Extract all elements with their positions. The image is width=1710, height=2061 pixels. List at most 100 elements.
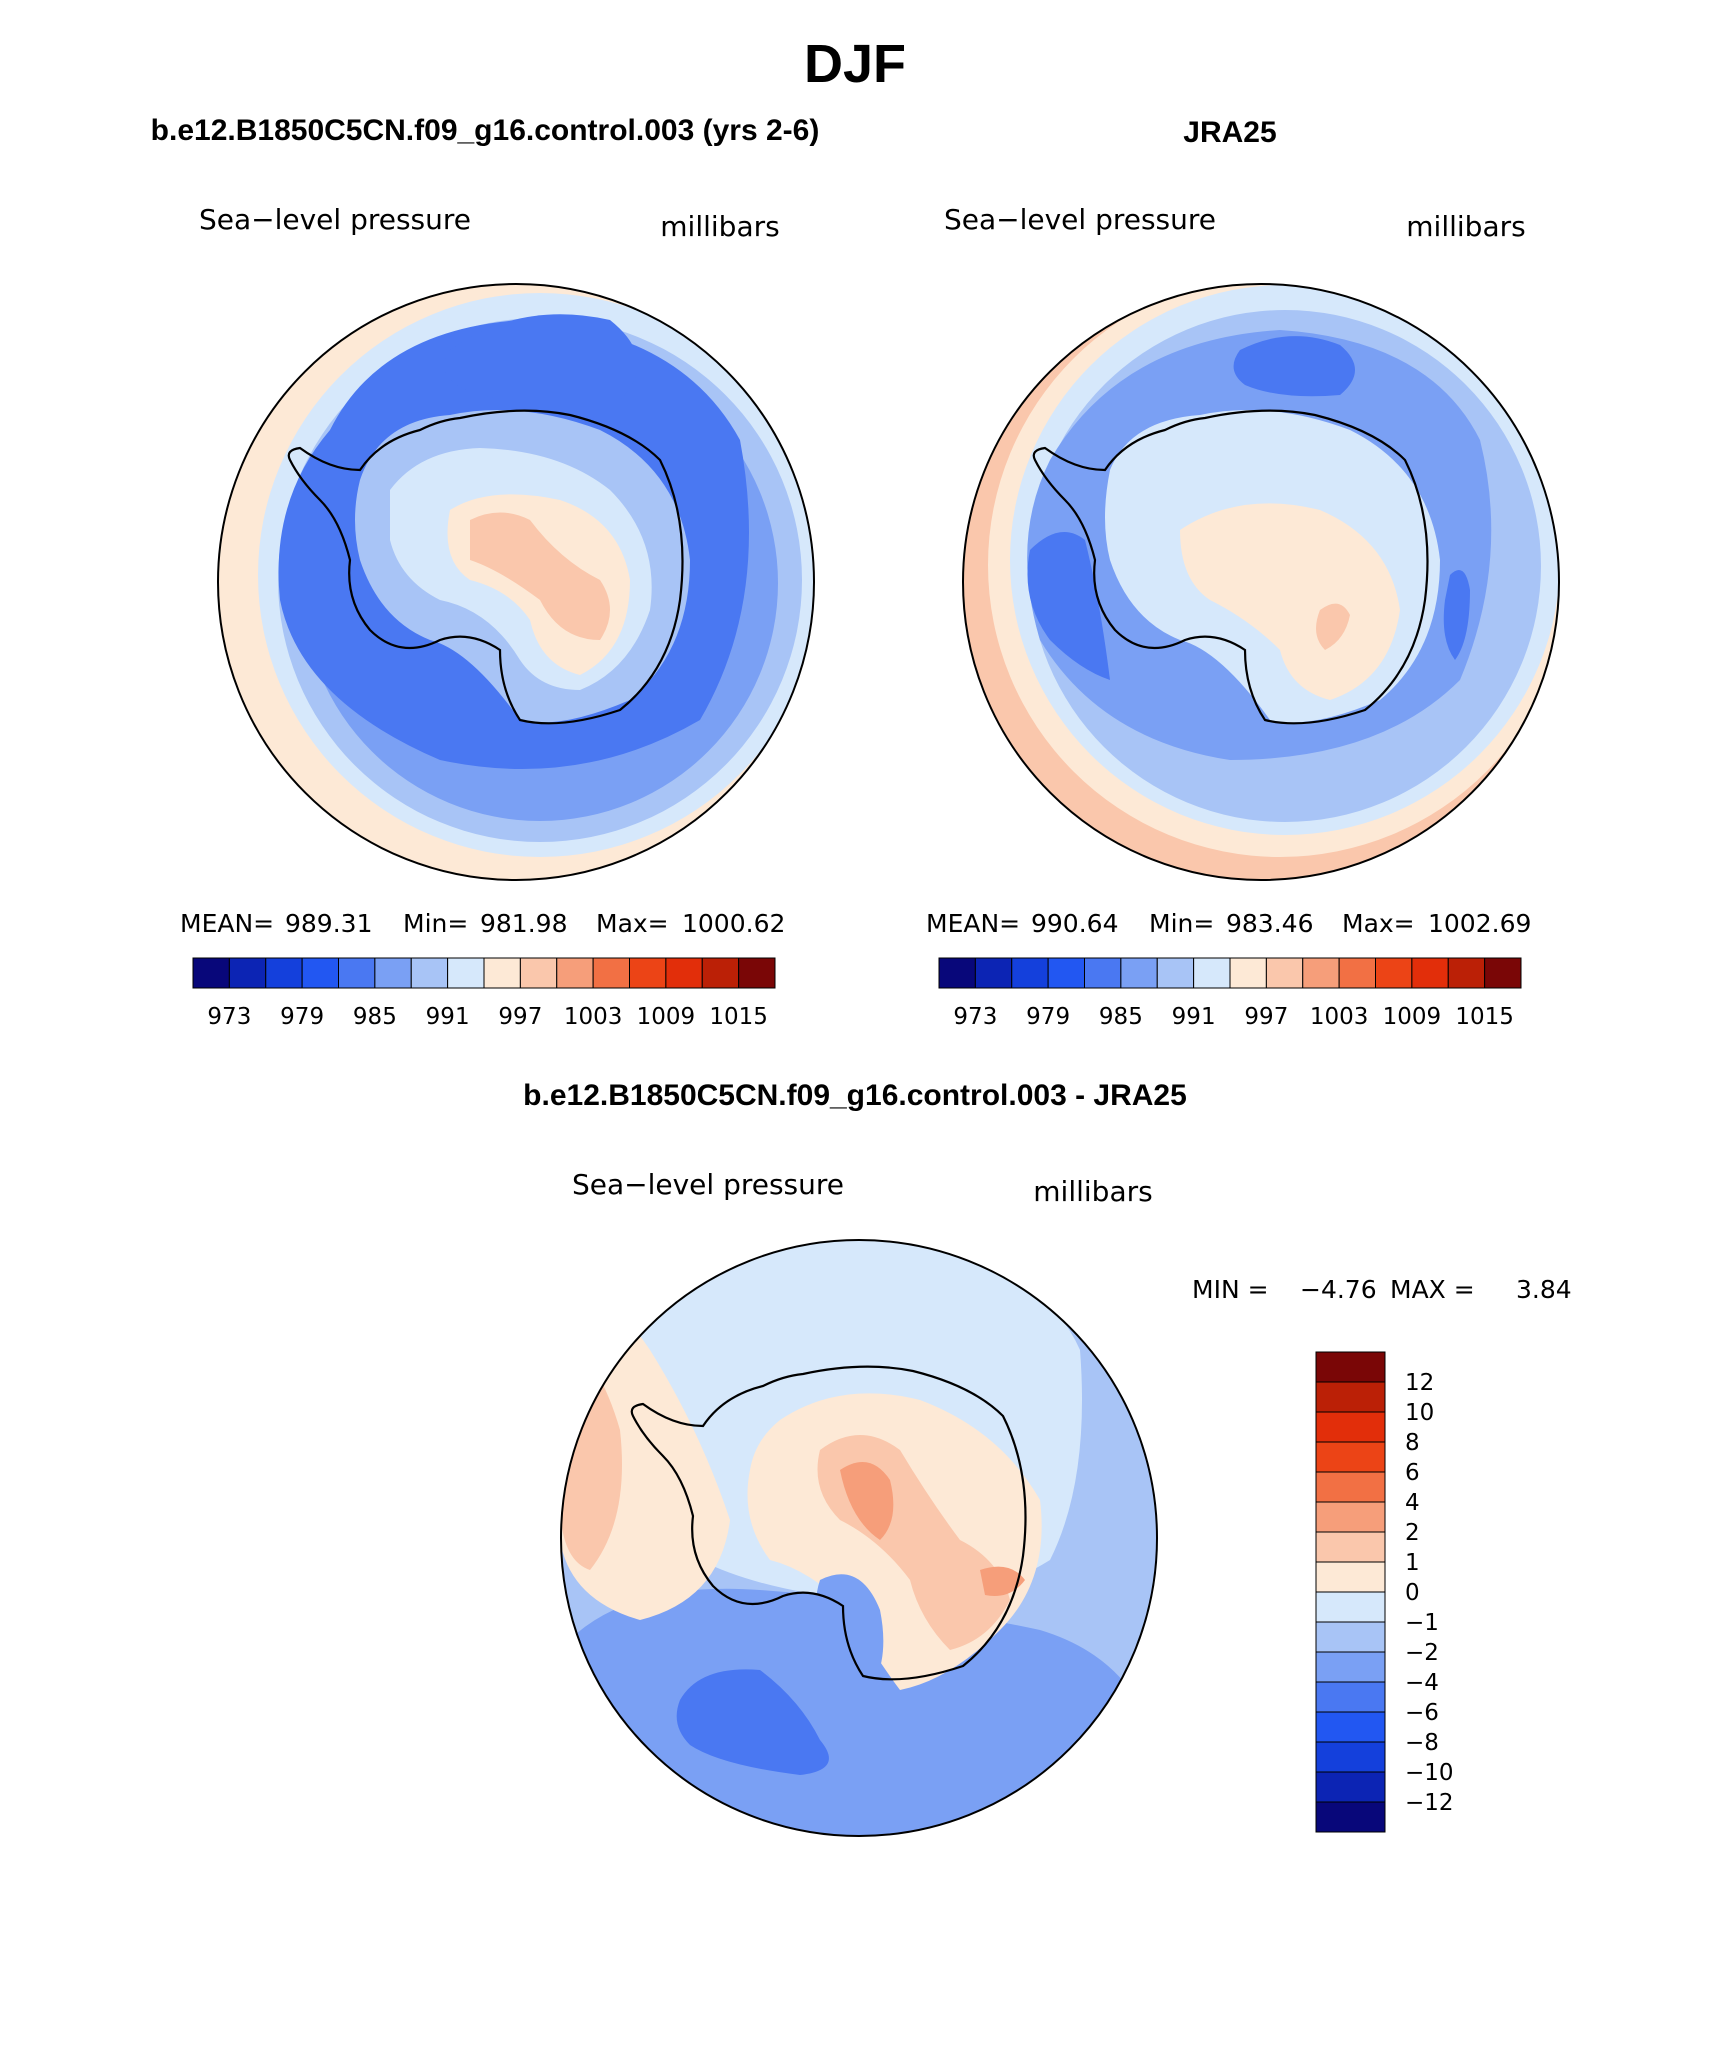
colorbar-swatch [1315,1771,1386,1803]
colorbar-swatch [1315,1621,1386,1653]
low-988-east [1443,570,1470,660]
colorbar-swatch [483,957,521,989]
max-value: 3.84 [1516,1275,1572,1304]
units-label: millibars [1406,210,1525,243]
stats-line: MEAN= 989.31 Min= 981.98 Max= 1000.62 [180,909,785,938]
antarctica-2 [840,1462,894,1540]
colorbar-swatch [938,957,976,989]
colorbar-swatch [1265,957,1304,989]
colorbar-swatch [1338,957,1376,989]
band-988-north [444,314,638,404]
variable-label: Sea−level pressure [944,203,1216,236]
colorbar-swatch [1011,957,1049,989]
colorbar-tick-label: 0 [1405,1580,1420,1606]
colorbar-tick-label: 1009 [637,1004,696,1030]
max-label: Max= [1342,909,1415,938]
colorbar-tick-label: −8 [1405,1730,1439,1756]
min-label: MIN = [1192,1275,1269,1304]
colorbar-swatch [519,957,558,989]
panel-model: b.e12.B1850C5CN.f09_g16.control.003 (yrs… [151,114,820,1030]
map-outline [217,283,815,881]
low-988-north [1233,336,1355,397]
colorbar-tick-label: 973 [953,1004,997,1030]
panel-observation: JRA25 Sea−level pressure millibars MEAN=… [926,116,1560,1030]
mean-value: 989.31 [285,909,372,938]
colorbar-swatch [1315,1801,1386,1833]
max-label: Max= [596,909,669,938]
colorbar-tick-label: −1 [1405,1610,1439,1636]
colorbar-tick-label: 979 [1026,1004,1070,1030]
colorbar-swatch [1120,957,1158,989]
coastline [1032,409,1429,725]
panel-difference: b.e12.B1850C5CN.f09_g16.control.003 - JR… [523,1079,1572,1837]
colorbar-swatch [228,957,267,989]
units-label: millibars [1033,1175,1152,1208]
colorbar-swatch [1302,957,1340,989]
colorbar-swatch [1315,1441,1386,1473]
colorbar-swatch [1375,957,1413,989]
colorbar-swatch [1315,1351,1386,1383]
high-1000 [1316,603,1350,650]
colorbar-tick-label: 1015 [1455,1004,1514,1030]
colorbar-swatch [1315,1381,1386,1413]
mean-value: 990.64 [1031,909,1118,938]
colorbar-swatch [192,957,230,989]
stats-line: MIN = −4.76 MAX = 3.84 [1192,1275,1572,1304]
high-997 [1180,503,1400,700]
colorbar-swatch [1315,1711,1386,1743]
min-value: −4.76 [1300,1275,1377,1304]
colorbar-tick-label: −12 [1405,1790,1454,1816]
colorbar-swatch [738,957,776,989]
panel-title: JRA25 [1183,116,1276,149]
colorbar-tick-label: 6 [1405,1460,1420,1486]
colorbar-swatch [1315,1681,1386,1713]
stats-line: MEAN= 990.64 Min= 983.46 Max= 1002.69 [926,909,1531,938]
polar-map [218,284,814,880]
colorbar-tick-label: 991 [426,1004,470,1030]
panel-title: b.e12.B1850C5CN.f09_g16.control.003 (yrs… [151,114,820,147]
map-outline [962,283,1560,881]
low-988-west [1027,532,1110,680]
colorbar-tick-label: 985 [353,1004,397,1030]
colorbar-tick-label: 4 [1405,1490,1420,1516]
colorbar-swatch [1156,957,1195,989]
low-minus-6 [676,1669,829,1775]
colorbar-swatch [1047,957,1085,989]
colorbar-tick-label: 1 [1405,1550,1420,1576]
colorbar-tick-label: 985 [1099,1004,1143,1030]
min-label: Min= [1149,909,1214,938]
colorbar-swatch [410,957,449,989]
coastline [630,1365,1027,1681]
colorbar-swatch [301,957,339,989]
colorbar-swatch [338,957,376,989]
colorbar-swatch [1315,1411,1386,1443]
colorbar-swatch [265,957,303,989]
colorbar-tick-label: 1015 [709,1004,768,1030]
polar-map [963,284,1559,880]
colorbar-swatch [1084,957,1122,989]
colorbar-tick-label: −10 [1405,1760,1454,1786]
colorbar-tick-label: 973 [207,1004,251,1030]
colorbar-swatch [1315,1741,1386,1773]
min-label: Min= [403,909,468,938]
colorbar-swatch [592,957,630,989]
colorbar-tick-label: 997 [1244,1004,1288,1030]
colorbar-swatch [1315,1651,1386,1683]
colorbar-swatch [1315,1501,1386,1533]
colorbar: 973 979 985 991 997 1003 1009 1015 [938,957,1522,1030]
colorbar-swatch [974,957,1013,989]
band-minus-4 [561,1588,1157,1836]
colorbar-swatch [701,957,740,989]
colorbar: 973 979 985 991 997 1003 1009 1015 [192,957,776,1030]
high-1000 [470,512,610,640]
figure-title: DJF [804,34,906,94]
colorbar-swatch [1447,957,1486,989]
colorbar-tick-label: 979 [280,1004,324,1030]
mean-label: MEAN= [926,909,1020,938]
colorbar-swatch [1484,957,1522,989]
ross-negative [816,1574,884,1690]
colorbar-tick-label: 2 [1405,1520,1420,1546]
antarctica-east-2 [980,1566,1025,1596]
colorbar-tick-label: −4 [1405,1670,1439,1696]
